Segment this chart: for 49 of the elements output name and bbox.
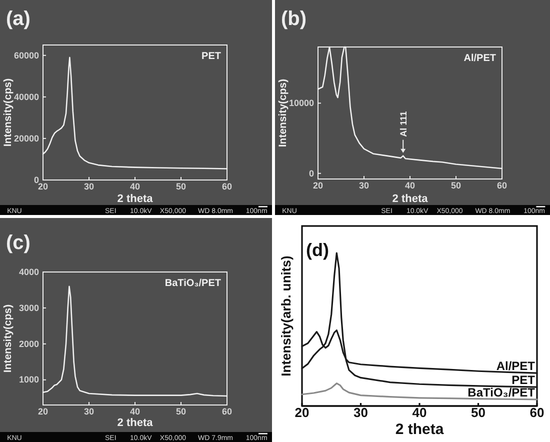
x-tick-label: 20 <box>38 406 48 416</box>
chart-title: (d) <box>306 240 329 260</box>
x-tick-label: 60 <box>222 406 232 416</box>
x-tick-label: 50 <box>176 181 186 192</box>
x-tick-label: 60 <box>530 405 544 420</box>
text: BaTiO₃/PET <box>164 278 221 289</box>
series-label: BaTiO₃/PET <box>468 385 536 400</box>
y-tick-label: 2000 <box>18 338 39 349</box>
series-label: Al/PET <box>496 359 536 374</box>
x-tick-label: 30 <box>84 406 94 416</box>
y-tick-label: 3000 <box>18 302 39 313</box>
x-tick-label: 30 <box>84 181 94 192</box>
x-tick-label: 60 <box>222 181 232 192</box>
x-axis-title: 2 theta <box>117 417 154 429</box>
x-tick-label: 40 <box>404 180 416 190</box>
x-tick-label: 50 <box>471 405 486 420</box>
x-tick-label: 40 <box>130 181 140 192</box>
x-tick-label: 50 <box>176 406 186 416</box>
y-tick-label: 0 <box>308 168 314 178</box>
y-tick-label: 10000 <box>288 98 314 108</box>
annotation: Al 111 <box>398 111 408 137</box>
y-axis-title: Intensity(cps) <box>2 78 14 147</box>
x-tick-label: 60 <box>496 180 508 190</box>
y-tick-label: 40000 <box>14 92 39 102</box>
y-axis-title: Intensity(cps) <box>2 304 14 373</box>
x-axis-title: 2 theta <box>395 421 444 438</box>
x-tick-label: 40 <box>130 406 140 416</box>
y-axis-title: Intensity(arb. units) <box>278 256 294 376</box>
text: PET <box>202 51 221 62</box>
text: Al/PET <box>464 53 496 64</box>
chart-title: (b) <box>281 8 307 30</box>
y-tick-label: 4000 <box>18 266 39 277</box>
x-axis-title: 2 theta <box>117 193 154 205</box>
chart-title: (c) <box>6 232 30 254</box>
x-tick-label: 20 <box>312 180 324 190</box>
x-tick-label: 30 <box>358 180 370 190</box>
y-tick-label: 20000 <box>14 133 39 144</box>
series-label: PET <box>512 373 536 388</box>
x-tick-label: 40 <box>412 405 427 420</box>
y-tick-label: 1000 <box>18 374 39 385</box>
chart-title: (a) <box>6 8 30 30</box>
x-tick-label: 30 <box>354 405 368 420</box>
y-tick-label: 0 <box>34 174 39 185</box>
x-axis-title: 2 theta <box>392 193 429 205</box>
x-tick-label: 50 <box>450 180 462 190</box>
x-tick-label: 20 <box>38 181 48 192</box>
y-axis-title: Intensity(cps) <box>277 78 289 148</box>
y-tick-label: 60000 <box>14 50 39 60</box>
x-tick-label: 20 <box>294 405 310 420</box>
